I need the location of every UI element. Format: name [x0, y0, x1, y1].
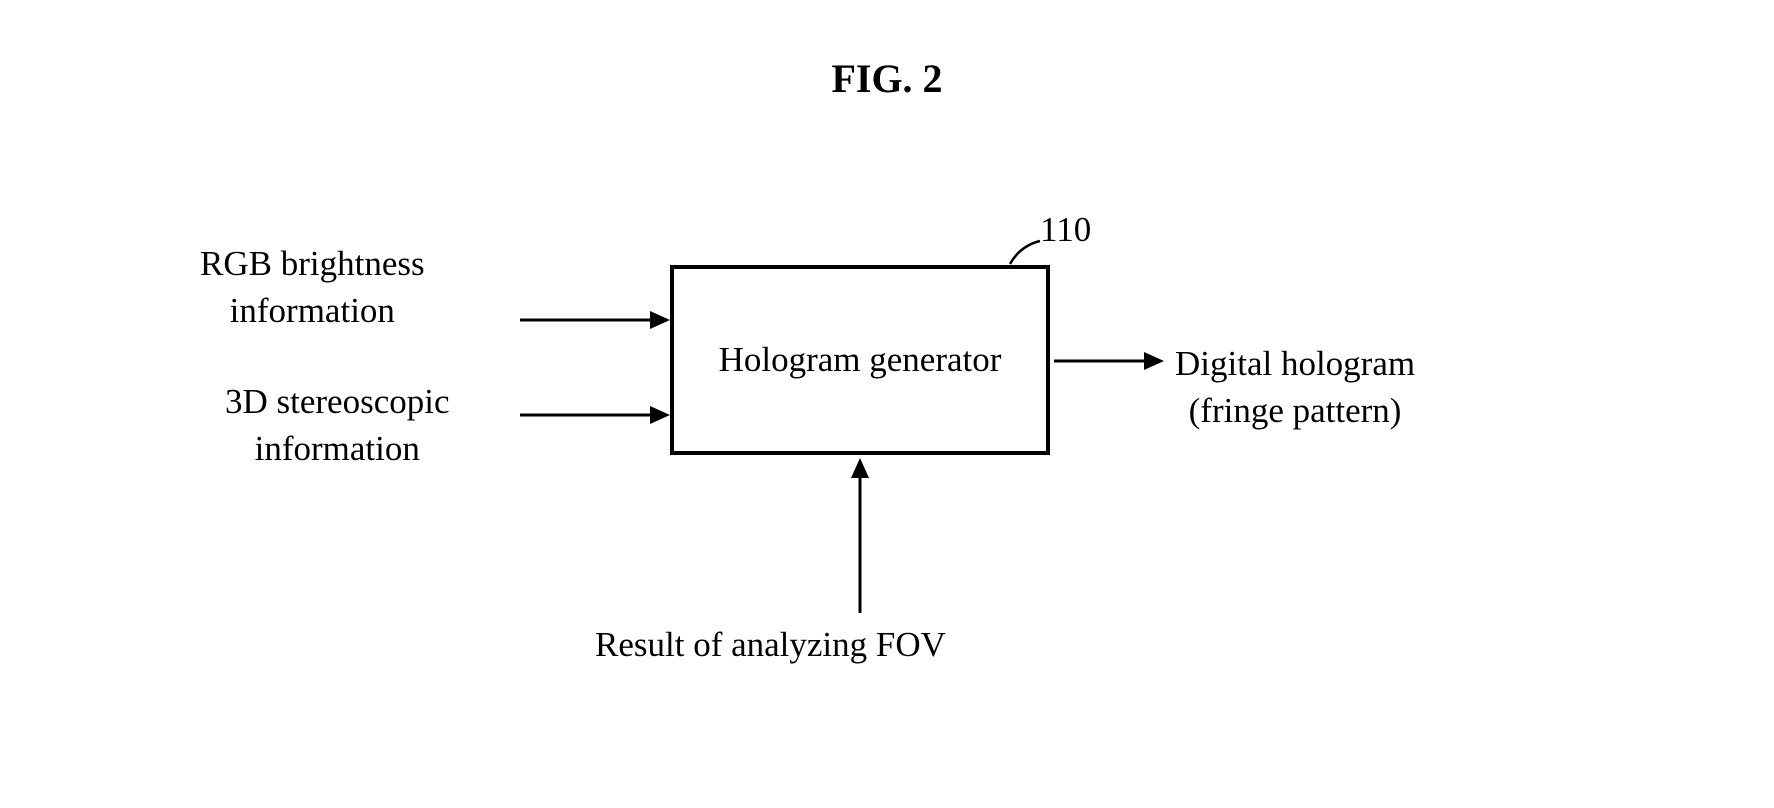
input-3d-line1: 3D stereoscopic [225, 382, 450, 421]
reference-connector [1005, 236, 1045, 266]
arrow-rgb-to-box [520, 305, 670, 335]
input-3d-label: 3D stereoscopic information [225, 378, 450, 473]
arrow-box-to-output [1054, 346, 1164, 376]
box-reference-number: 110 [1040, 210, 1091, 250]
figure-title: FIG. 2 [831, 55, 942, 102]
input-3d-line2: information [255, 429, 420, 468]
input-rgb-line1: RGB brightness [200, 244, 425, 283]
arrow-fov-to-box [845, 458, 875, 613]
box-label-text: Hologram generator [719, 340, 1002, 379]
input-rgb-label: RGB brightness information [200, 240, 425, 335]
box-label: Hologram generator [719, 337, 1002, 383]
output-line2: (fringe pattern) [1189, 391, 1402, 430]
input-rgb-line2: information [230, 291, 395, 330]
hologram-generator-box: Hologram generator [670, 265, 1050, 455]
output-line1: Digital hologram [1175, 344, 1415, 383]
arrow-3d-to-box [520, 400, 670, 430]
input-fov-label: Result of analyzing FOV [595, 625, 946, 665]
output-label: Digital hologram (fringe pattern) [1175, 340, 1415, 435]
